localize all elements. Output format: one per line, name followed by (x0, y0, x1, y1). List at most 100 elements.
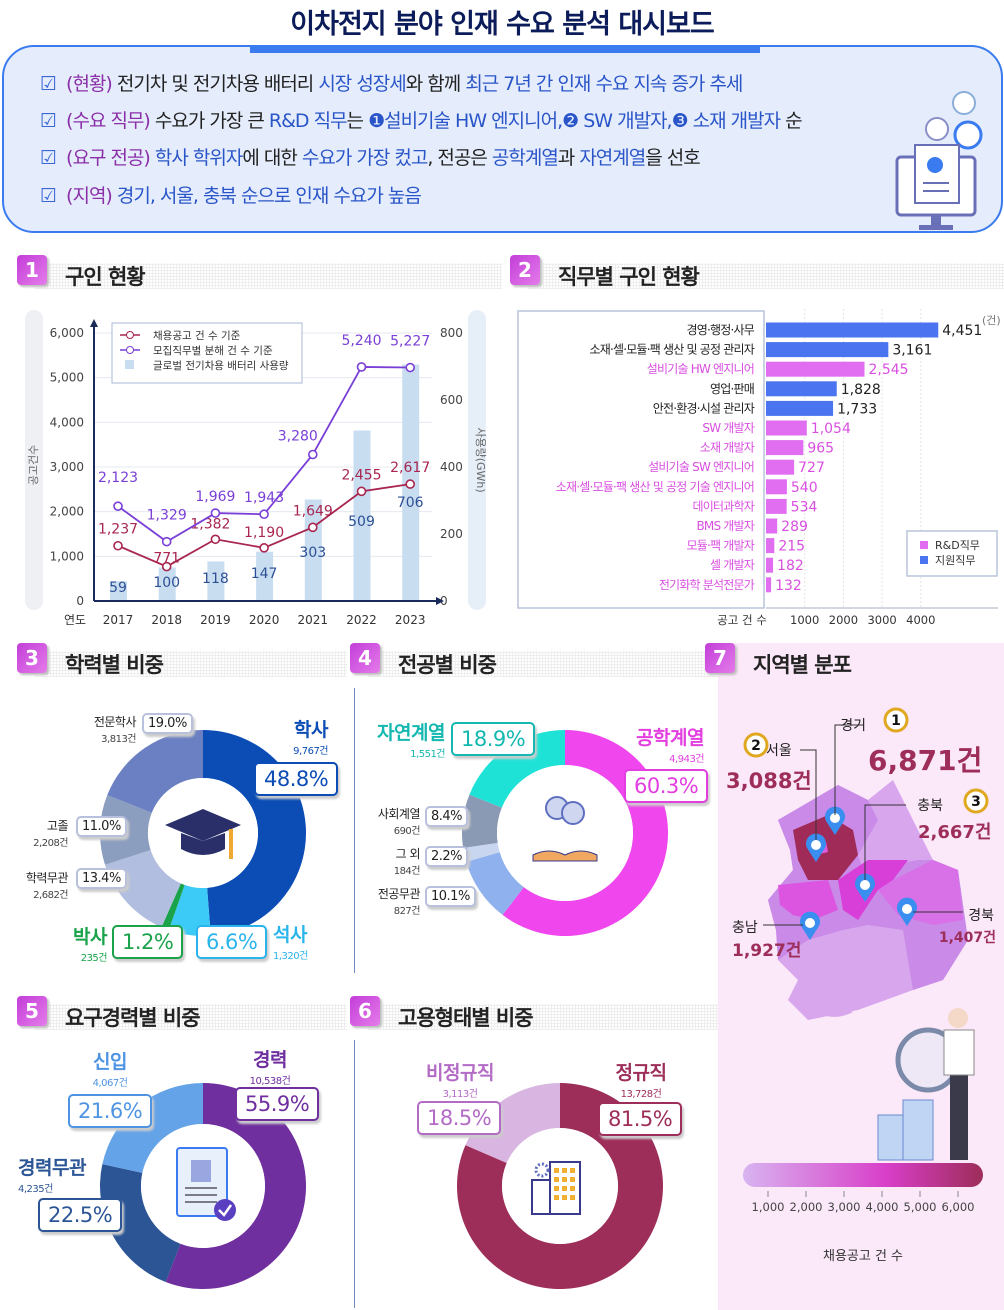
slice-percent-box: 48.8% (254, 762, 339, 796)
donut-slice (168, 884, 211, 936)
slice-percent-box: 18.9% (451, 722, 536, 756)
bar (766, 322, 939, 338)
slice-name: 전문학사 (93, 715, 137, 729)
y2-tick-label: 400 (440, 460, 463, 474)
bar (766, 518, 778, 534)
slice-label: 경력무관 4,235건 (18, 1153, 98, 1195)
region-name: 경기 (840, 718, 866, 734)
bar-data-label: 303 (299, 545, 326, 561)
legend-label: 글로벌 전기차용 배터리 사용량 (153, 360, 289, 372)
slice-name: 학력무관 (25, 871, 69, 885)
profile-photo (191, 1160, 211, 1182)
summary-text: , 전공은 (427, 147, 492, 169)
y-tick-label: 1,000 (50, 549, 84, 563)
leader-line (834, 724, 863, 815)
bar (766, 498, 787, 514)
slice-name: 정규직 (615, 1062, 667, 1084)
window (562, 1195, 567, 1200)
window (562, 1168, 567, 1173)
section-title: 지역별 분포 (753, 653, 852, 677)
y-axis-title: 공고건수 (27, 445, 40, 485)
section-number-badge: 2 (510, 255, 540, 285)
line-data-label: 1,649 (293, 503, 333, 519)
donut-slice (463, 842, 500, 862)
summary-text: 시장 성장세 (318, 73, 406, 95)
line-point (161, 536, 172, 547)
person-illustration (948, 1008, 968, 1028)
slice-count: 1,320건 (273, 951, 308, 962)
legend-label: 채용공고 건 수 기준 (153, 330, 241, 342)
bar-value-label: 965 (807, 441, 834, 457)
region-value: 2,667건 (918, 822, 992, 843)
bar (766, 342, 889, 358)
scale-tick-label: 3,000 (828, 1200, 861, 1214)
bar-data-label: 59 (109, 580, 127, 596)
window (570, 1177, 575, 1182)
rank-laurel-icon (743, 732, 769, 758)
computer-users-icon (895, 91, 983, 230)
donut-slice (165, 1083, 306, 1289)
bar-value-label: 215 (778, 539, 805, 555)
map-region-jeju (823, 1006, 853, 1017)
legend-box (906, 530, 998, 577)
summary-text: 전기차 및 전기차용 배터리 (116, 73, 319, 95)
slice-percent-box: 2.2% (425, 846, 469, 867)
checkbox-icon: ☑ (40, 73, 57, 95)
line-data-label: 1,969 (195, 489, 235, 505)
slice-name: 공학계열 (636, 727, 704, 749)
slice-count: 4,943건 (669, 754, 704, 765)
x-tick-label: 2020 (249, 613, 280, 627)
slice-name: 그 외 (395, 847, 421, 861)
y-tick-label: 6,000 (50, 326, 84, 340)
line-point (307, 522, 318, 533)
summary-text: 수요가 가장 컸고 (301, 147, 428, 169)
x-tick-label: 2018 (151, 613, 182, 627)
section-header-career: 5 요구경력별 비중 (17, 996, 347, 1030)
section-header-employment: 6 고용형태별 비중 (350, 996, 718, 1030)
y-axis-arrow (90, 319, 98, 327)
gear-icon (534, 1162, 550, 1178)
section-number-badge: 5 (17, 996, 47, 1026)
window (562, 1177, 567, 1182)
section-number-badge: 1 (17, 255, 47, 285)
slice-percent-box: 8.4% (425, 806, 469, 827)
pin-dot (805, 918, 815, 928)
line-point (113, 501, 123, 511)
window (570, 1168, 575, 1173)
slice-label: 사회계열 690건 (350, 805, 421, 837)
students-icon (561, 801, 585, 825)
y-tick-label: 0 (76, 594, 84, 608)
slice-percent-box: 11.0% (76, 816, 127, 837)
summary-text: (지역) (66, 185, 117, 207)
bar-value-label: 182 (777, 558, 804, 574)
scale-tick-label: 4,000 (866, 1200, 899, 1214)
rank-laurel-icon (963, 788, 989, 814)
bar-category-label: 데이터과학자 (693, 499, 755, 513)
slice-percent-box: 6.6% (196, 925, 268, 959)
slice-label: 고졸 2,208건 (0, 817, 68, 849)
donut-slice (466, 852, 524, 915)
x-tick-label: 4000 (906, 613, 935, 627)
section-header-education: 3 학력별 비중 (17, 643, 347, 677)
slice-count: 827건 (393, 906, 421, 917)
scale-tick-label: 2,000 (790, 1200, 823, 1214)
right-axis-band (468, 310, 486, 610)
bar-category-label: 영업·판매 (710, 382, 754, 396)
line-point (259, 509, 269, 520)
bar-battery-usage (207, 561, 225, 601)
graduation-cap-icon (165, 809, 241, 841)
section-number-badge: 6 (350, 996, 380, 1026)
bar (766, 538, 775, 554)
slice-label: 박사 235건 (42, 922, 107, 964)
scale-tick-label: 6,000 (942, 1200, 975, 1214)
bar-category-label: 경영·행정·사무 (687, 322, 755, 337)
y2-tick-label: 600 (440, 393, 463, 407)
slice-count: 9,767건 (293, 746, 328, 757)
rank-number: 2 (751, 738, 761, 754)
bar-value-label: 1,828 (841, 382, 881, 398)
line-data-label: 1,943 (244, 490, 284, 506)
rank-number: 1 (891, 713, 901, 729)
window (570, 1186, 575, 1191)
summary-text: 는 (346, 110, 369, 132)
